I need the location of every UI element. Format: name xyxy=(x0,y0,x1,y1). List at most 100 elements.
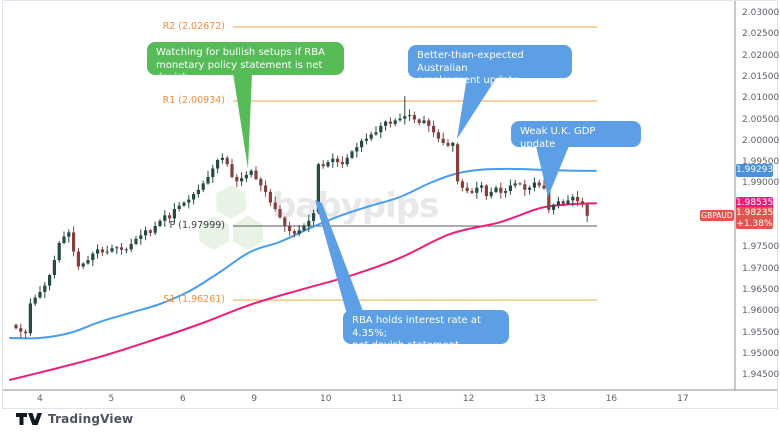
candle[interactable] xyxy=(336,158,340,163)
candle[interactable] xyxy=(393,120,397,124)
candle[interactable] xyxy=(417,119,421,123)
candle[interactable] xyxy=(297,230,301,234)
candle[interactable] xyxy=(576,197,580,202)
candle[interactable] xyxy=(350,151,354,158)
candle[interactable] xyxy=(182,202,186,206)
candle[interactable] xyxy=(556,201,560,205)
candle[interactable] xyxy=(62,236,66,243)
candle[interactable] xyxy=(81,263,85,267)
candle[interactable] xyxy=(340,162,344,165)
candle[interactable] xyxy=(124,249,128,251)
candle[interactable] xyxy=(148,230,152,233)
candle[interactable] xyxy=(110,248,114,252)
callout-au-employment[interactable]: Better-than-expected Australian employme… xyxy=(408,45,572,86)
candle[interactable] xyxy=(552,204,556,210)
candle[interactable] xyxy=(470,191,474,193)
candle[interactable] xyxy=(475,187,479,193)
candle[interactable] xyxy=(369,134,373,139)
callout-rba-rate[interactable]: RBA holds interest rate at 4.35%; net do… xyxy=(343,310,509,351)
candle[interactable] xyxy=(139,235,143,239)
tradingview-logo-text[interactable]: TradingView xyxy=(48,412,134,426)
candle[interactable] xyxy=(196,189,200,195)
candle[interactable] xyxy=(115,247,119,249)
callout-bullish-setup[interactable]: Watching for bullish setups if RBA monet… xyxy=(147,42,344,83)
candle[interactable] xyxy=(494,187,498,192)
candle[interactable] xyxy=(177,205,181,209)
candle[interactable] xyxy=(384,121,388,126)
candle[interactable] xyxy=(283,217,287,227)
candle[interactable] xyxy=(484,185,488,197)
candle[interactable] xyxy=(374,132,378,135)
candle[interactable] xyxy=(134,238,138,244)
candle[interactable] xyxy=(240,178,244,182)
candle[interactable] xyxy=(144,230,148,236)
candle[interactable] xyxy=(508,185,512,192)
candle[interactable] xyxy=(43,285,47,292)
candle[interactable] xyxy=(38,292,42,298)
candle[interactable] xyxy=(48,275,52,286)
candle[interactable] xyxy=(254,170,258,180)
candle[interactable] xyxy=(129,243,133,250)
candle[interactable] xyxy=(422,120,426,123)
candle[interactable] xyxy=(345,157,349,165)
candle[interactable] xyxy=(192,194,196,200)
candle[interactable] xyxy=(312,213,316,221)
tradingview-logo-icon[interactable] xyxy=(16,412,42,426)
candle[interactable] xyxy=(585,204,589,216)
candle[interactable] xyxy=(528,187,532,190)
candle[interactable] xyxy=(153,226,157,233)
candle[interactable] xyxy=(432,125,436,133)
resistance1-label[interactable]: R1 (2.00934) xyxy=(162,95,225,106)
pivot-label[interactable]: P (1.97999) xyxy=(169,220,225,232)
candle[interactable] xyxy=(14,324,18,329)
candle[interactable] xyxy=(230,164,234,177)
candle[interactable] xyxy=(24,331,28,334)
candle[interactable] xyxy=(278,209,282,218)
candle[interactable] xyxy=(91,253,95,261)
candle[interactable] xyxy=(561,201,565,204)
candle[interactable] xyxy=(547,189,551,210)
candle[interactable] xyxy=(158,220,162,226)
candle[interactable] xyxy=(288,226,292,232)
candle[interactable] xyxy=(427,120,431,126)
candle[interactable] xyxy=(566,200,570,204)
candle[interactable] xyxy=(120,247,124,250)
candle[interactable] xyxy=(67,232,71,237)
candle[interactable] xyxy=(326,162,330,167)
slow-ma-line[interactable] xyxy=(9,202,597,381)
candle[interactable] xyxy=(364,138,368,141)
candle[interactable] xyxy=(499,187,503,193)
candle[interactable] xyxy=(316,164,320,213)
candle[interactable] xyxy=(355,147,359,152)
candle[interactable] xyxy=(268,191,272,203)
candle[interactable] xyxy=(225,157,229,165)
candle[interactable] xyxy=(163,215,167,221)
candle[interactable] xyxy=(360,140,364,148)
candle[interactable] xyxy=(302,226,306,231)
candle[interactable] xyxy=(168,215,172,219)
support1-label[interactable]: S1 (1.96261) xyxy=(163,294,225,306)
candle[interactable] xyxy=(105,251,109,253)
candle[interactable] xyxy=(28,303,32,334)
candle[interactable] xyxy=(100,249,104,253)
resistance2-label[interactable]: R2 (2.02672) xyxy=(162,20,225,32)
candle[interactable] xyxy=(249,170,253,175)
candle[interactable] xyxy=(580,201,584,204)
candle[interactable] xyxy=(331,158,335,163)
candle[interactable] xyxy=(398,118,402,121)
fast-ma-line[interactable] xyxy=(9,167,597,340)
candle[interactable] xyxy=(489,191,493,197)
candle[interactable] xyxy=(72,232,76,252)
candle[interactable] xyxy=(412,115,416,120)
candle[interactable] xyxy=(403,116,407,119)
candle[interactable] xyxy=(456,144,460,182)
candle[interactable] xyxy=(504,191,508,193)
candle[interactable] xyxy=(532,182,536,188)
candle[interactable] xyxy=(571,197,575,201)
candle[interactable] xyxy=(19,328,23,332)
candle[interactable] xyxy=(211,168,215,178)
candle[interactable] xyxy=(206,177,210,184)
candle[interactable] xyxy=(235,177,239,182)
candle[interactable] xyxy=(201,183,205,190)
